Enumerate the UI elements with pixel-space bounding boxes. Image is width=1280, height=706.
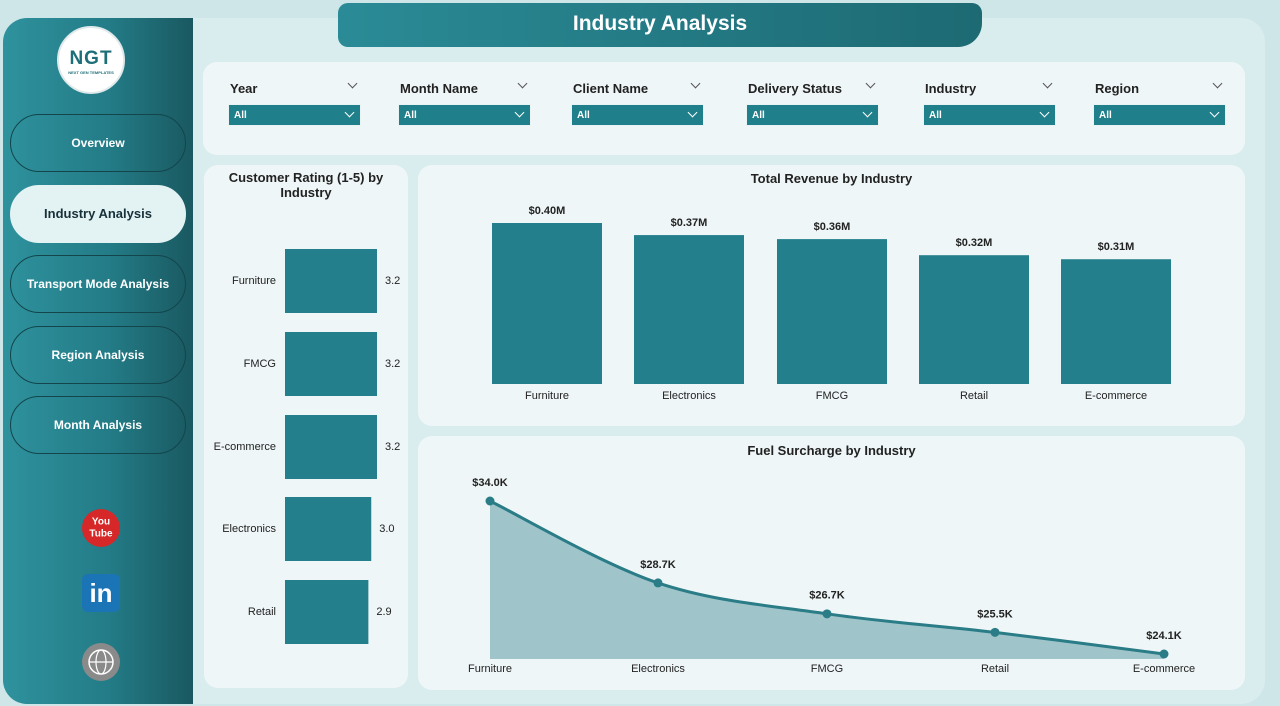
filter-select[interactable]: All [1093,104,1226,126]
filter-panel [203,62,1245,155]
chart-title: Total Revenue by Industry [750,171,913,186]
value-label: $26.7K [809,590,845,602]
nav-button[interactable]: Month Analysis [10,396,186,454]
bar [285,580,369,644]
filter-select[interactable]: All [746,104,879,126]
filter-label: Industry [925,81,977,96]
nav-button[interactable]: Transport Mode Analysis [10,255,186,313]
category-label: Retail [981,663,1009,675]
filter-select[interactable]: All [571,104,704,126]
category-label: Retail [248,606,276,618]
nav-button[interactable]: Industry Analysis [10,185,186,243]
value-label: $24.1K [1146,630,1182,642]
point [653,578,663,588]
filter-label: Delivery Status [748,81,842,96]
value-label: $0.36M [814,221,851,233]
value-label: 3.2 [385,275,400,287]
youtube-text: You [92,517,110,528]
value-label: 2.9 [376,606,391,618]
category-label: Electronics [631,663,685,675]
category-label: Electronics [222,523,276,535]
bar [285,249,377,313]
category-label: Furniture [232,275,276,287]
nav-button[interactable]: Region Analysis [10,326,186,384]
value-label: $0.31M [1098,241,1135,253]
value-label: $0.40M [529,205,566,217]
filter-label: Client Name [573,81,649,96]
page-title: Industry Analysis [338,3,982,47]
value-label: 3.0 [379,523,394,535]
value-label: $0.37M [671,217,708,229]
bar [285,497,372,561]
category-label: FMCG [244,358,276,370]
value-label: 3.2 [385,441,400,453]
logo[interactable]: NGT NEXT GEN TEMPLATES [57,26,125,94]
bar [1061,259,1171,384]
bar [919,255,1029,384]
category-label: Electronics [662,390,716,402]
filter-label: Region [1095,81,1140,96]
category-label: FMCG [811,663,843,675]
point [1159,649,1169,659]
point [485,496,495,506]
value-label: 3.2 [385,358,400,370]
logo-subtitle: NEXT GEN TEMPLATES [68,70,114,75]
chart-title: Customer Rating (1-5) by Industry [228,170,384,200]
category-label: E-commerce [214,441,276,453]
bar [634,235,744,384]
filter-select[interactable]: All [923,104,1056,126]
bar [285,415,377,479]
category-label: Furniture [525,390,569,402]
chart-title: Fuel Surcharge by Industry [747,443,916,458]
youtube-icon[interactable] [82,509,120,547]
filter-select[interactable]: All [228,104,361,126]
youtube-text: Tube [89,529,113,540]
point [822,609,832,619]
nav-button[interactable]: Overview [10,114,186,172]
category-label: E-commerce [1085,390,1147,402]
linkedin-icon[interactable] [82,574,120,612]
bar [492,223,602,384]
logo-text: NGT [69,48,113,69]
value-label: $25.5K [977,608,1013,620]
filter-select[interactable]: All [398,104,531,126]
bar [777,239,887,384]
bar [285,332,377,396]
category-label: E-commerce [1133,663,1195,675]
area-fill [490,501,1164,659]
value-label: $28.7K [640,559,676,571]
point [990,627,1000,637]
value-label: $34.0K [472,477,508,489]
category-label: Furniture [468,663,512,675]
category-label: Retail [960,390,988,402]
linkedin-text: in [89,578,112,608]
filter-label: Month Name [400,81,478,96]
category-label: FMCG [816,390,848,402]
value-label: $0.32M [956,237,993,249]
filter-label: Year [230,81,258,96]
